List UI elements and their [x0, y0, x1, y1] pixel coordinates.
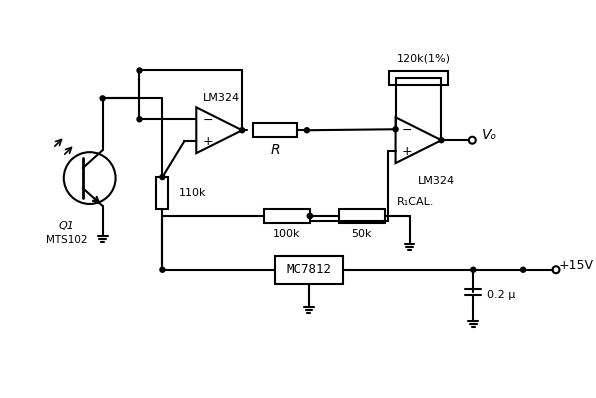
- Text: $+$: $+$: [401, 145, 412, 158]
- Circle shape: [471, 267, 476, 272]
- Circle shape: [160, 175, 165, 179]
- Text: MC7812: MC7812: [287, 263, 331, 276]
- Text: $-$: $-$: [201, 113, 213, 126]
- Text: 120k(1%): 120k(1%): [396, 53, 451, 64]
- Text: MTS102: MTS102: [46, 235, 88, 245]
- Bar: [275, 256, 343, 284]
- Text: 50k: 50k: [352, 229, 372, 239]
- Circle shape: [393, 127, 398, 132]
- Polygon shape: [196, 107, 242, 153]
- Circle shape: [305, 128, 309, 133]
- Text: 0.2 μ: 0.2 μ: [488, 290, 516, 300]
- Bar: [253, 123, 297, 137]
- Circle shape: [100, 96, 105, 101]
- Text: +15V: +15V: [558, 259, 594, 272]
- Circle shape: [137, 68, 142, 73]
- Text: $+$: $+$: [201, 135, 213, 148]
- Bar: [264, 209, 310, 223]
- Text: 110k: 110k: [178, 188, 206, 198]
- Text: Q1: Q1: [59, 221, 74, 231]
- Text: R₁CAL.: R₁CAL.: [396, 197, 434, 207]
- Circle shape: [137, 117, 142, 122]
- Circle shape: [240, 128, 244, 133]
- Circle shape: [308, 213, 312, 219]
- Text: 100k: 100k: [273, 229, 301, 239]
- Text: LM324: LM324: [418, 176, 455, 186]
- Bar: [156, 177, 169, 209]
- Circle shape: [439, 138, 444, 143]
- Text: $-$: $-$: [401, 123, 412, 136]
- Bar: [339, 209, 384, 223]
- Circle shape: [160, 267, 165, 272]
- Circle shape: [521, 267, 526, 272]
- Circle shape: [308, 213, 312, 219]
- Text: LM324: LM324: [203, 94, 240, 103]
- Text: Vₒ: Vₒ: [482, 128, 497, 142]
- Text: R: R: [270, 143, 280, 157]
- Bar: [389, 72, 448, 86]
- Polygon shape: [396, 117, 442, 163]
